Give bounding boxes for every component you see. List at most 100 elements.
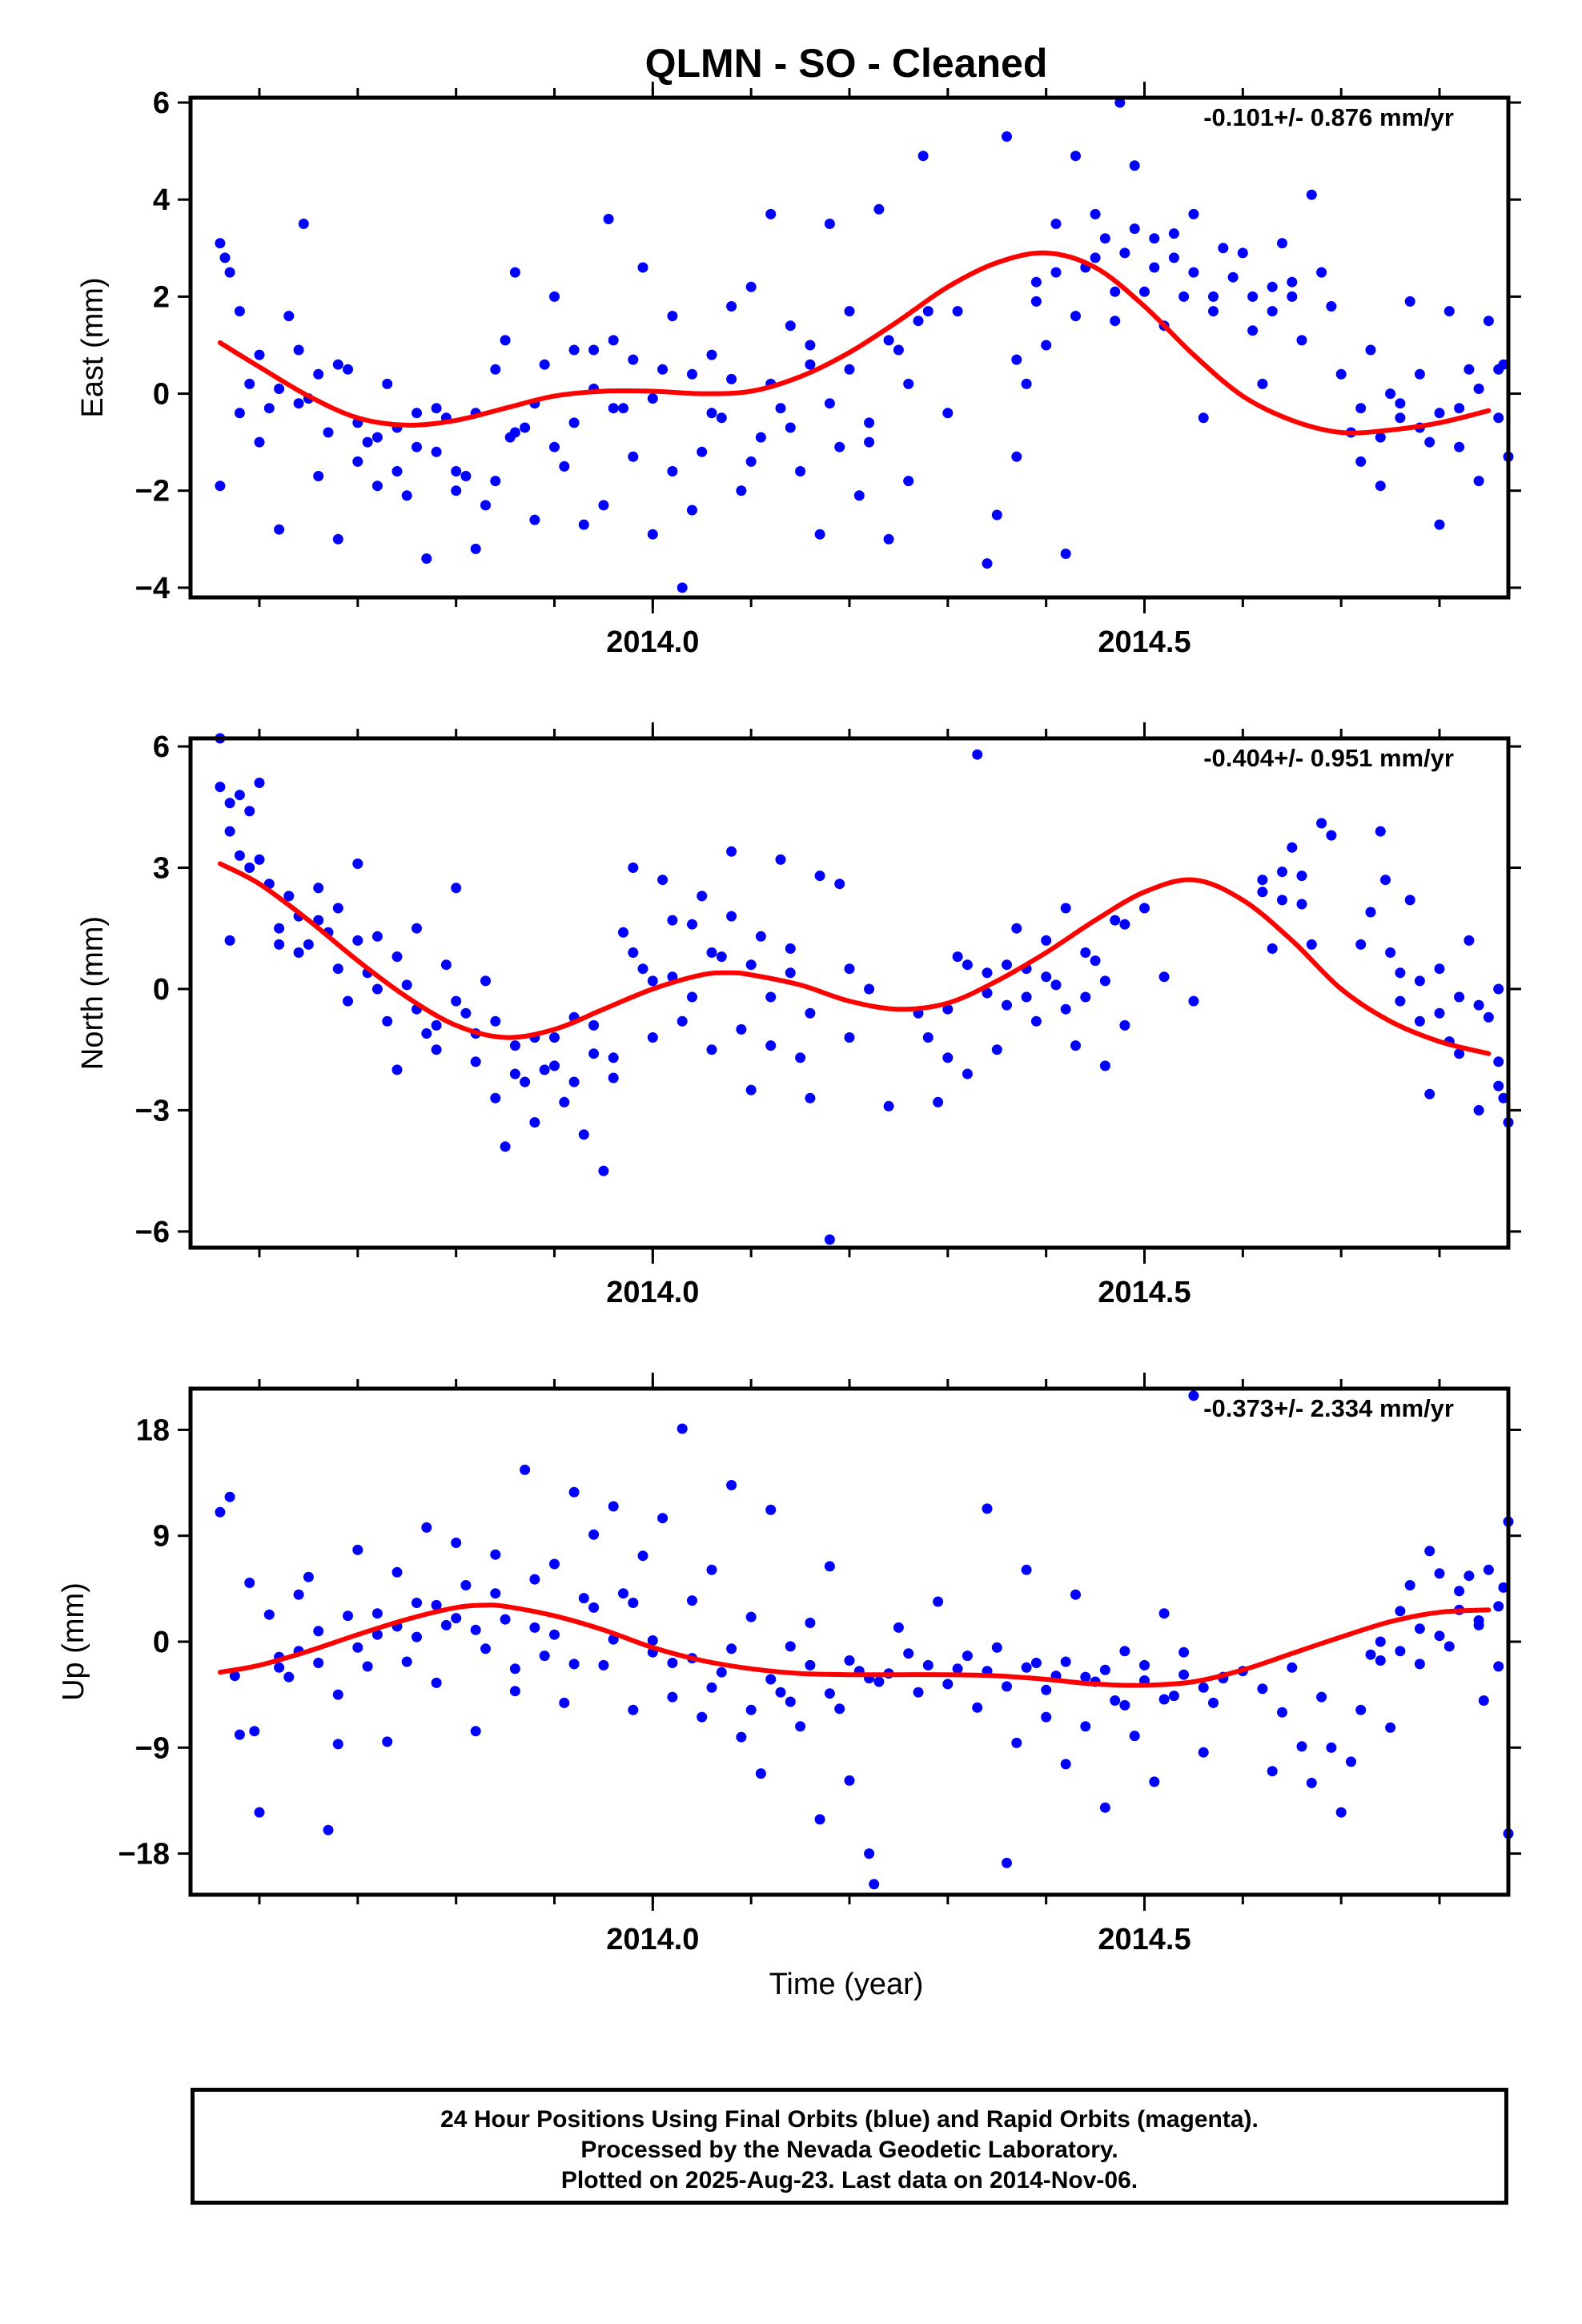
up-data-point	[1158, 1608, 1170, 1619]
east-data-point	[834, 441, 845, 452]
east-data-point	[1070, 151, 1081, 162]
east-data-point	[1277, 238, 1287, 249]
up-y-axis-label: Up (mm)	[57, 1582, 90, 1701]
north-data-point	[224, 935, 235, 946]
east-data-point	[1090, 208, 1101, 219]
up-data-point	[1178, 1647, 1190, 1658]
up-data-point	[736, 1731, 747, 1743]
up-data-point	[869, 1879, 880, 1890]
north-data-point	[706, 1044, 717, 1055]
north-y-tick-label: −6	[135, 1216, 170, 1249]
up-data-point	[1306, 1777, 1317, 1788]
up-data-point	[1277, 1707, 1287, 1718]
north-data-point	[745, 1084, 757, 1096]
up-data-point	[520, 1464, 531, 1475]
north-data-point	[1050, 979, 1062, 991]
north-y-tick-label: 0	[153, 973, 170, 1007]
north-data-point	[628, 947, 639, 958]
east-data-point	[224, 267, 235, 278]
east-data-point	[1434, 519, 1445, 530]
east-data-point	[451, 485, 462, 497]
up-y-tick-label: 0	[153, 1626, 170, 1659]
up-data-point	[578, 1593, 589, 1604]
caption-line-2: Processed by the Nevada Geodetic Laborat…	[580, 2137, 1118, 2163]
up-data-point	[1267, 1766, 1278, 1777]
north-data-point	[755, 931, 766, 942]
east-data-point	[1114, 97, 1126, 108]
north-data-point	[962, 1068, 973, 1080]
up-data-point	[982, 1503, 993, 1514]
up-panel: 2014.0 2014.5 −18 −9 0 9 18 Up (mm) -0.373+/- 2.…	[57, 1373, 1521, 1956]
north-data-point	[313, 883, 324, 894]
up-data-point	[697, 1711, 708, 1723]
north-data-point	[736, 1023, 747, 1035]
east-data-point	[873, 203, 885, 215]
north-data-point	[431, 1044, 442, 1055]
north-data-point	[1099, 1060, 1110, 1072]
north-data-point	[1434, 963, 1445, 975]
up-data-point	[480, 1643, 491, 1655]
north-data-point	[234, 790, 245, 801]
east-data-point	[814, 529, 825, 540]
up-data-point	[598, 1659, 609, 1671]
east-data-point	[991, 509, 1002, 521]
up-data-point	[529, 1574, 540, 1585]
east-data-point	[371, 480, 383, 492]
up-data-point	[745, 1611, 757, 1622]
up-data-point	[352, 1544, 363, 1555]
chart-title: QLMN - SO - Cleaned	[645, 41, 1048, 86]
east-data-point	[1355, 456, 1367, 467]
up-data-point	[215, 1506, 226, 1518]
caption-box: 24 Hour Positions Using Final Orbits (bl…	[191, 2088, 1508, 2205]
up-data-point	[1080, 1721, 1091, 1732]
north-data-point	[1375, 826, 1386, 837]
up-y-tick-label: −18	[118, 1838, 170, 1872]
north-data-point	[283, 891, 295, 902]
up-data-point	[962, 1651, 973, 1662]
north-y-tick-label: 6	[153, 730, 170, 764]
east-data-point	[254, 349, 265, 360]
up-data-point	[844, 1655, 855, 1666]
up-data-point	[234, 1729, 245, 1740]
up-data-point	[249, 1726, 260, 1737]
north-data-point	[1080, 947, 1091, 958]
up-data-point	[1316, 1691, 1327, 1703]
east-data-point	[628, 451, 639, 462]
east-data-point	[706, 408, 717, 419]
east-data-point	[795, 466, 806, 476]
up-data-point	[1375, 1655, 1386, 1666]
east-data-point	[1050, 267, 1062, 278]
up-data-point	[933, 1596, 944, 1607]
east-data-point	[412, 408, 422, 419]
east-data-point	[509, 267, 520, 278]
east-data-point	[903, 476, 914, 487]
up-data-point	[1188, 1390, 1199, 1401]
east-data-point	[745, 281, 757, 292]
north-data-point	[628, 862, 639, 873]
up-data-point	[942, 1679, 954, 1690]
up-data-point	[1296, 1741, 1307, 1752]
east-data-point	[460, 471, 472, 481]
up-x-tick-label: 2014.5	[1098, 1923, 1191, 1956]
east-data-point	[490, 476, 501, 487]
up-data-point	[667, 1691, 678, 1703]
north-data-point	[1424, 1088, 1435, 1100]
up-data-point	[588, 1529, 600, 1540]
north-data-point	[224, 826, 235, 837]
north-data-point	[726, 911, 737, 922]
east-data-point	[1168, 252, 1179, 263]
north-data-point	[1011, 923, 1022, 934]
up-data-point	[1493, 1661, 1504, 1672]
east-data-point	[401, 490, 412, 501]
north-data-point	[1454, 1048, 1465, 1059]
up-data-point	[913, 1687, 924, 1698]
north-data-point	[844, 963, 855, 975]
north-data-point	[1473, 1104, 1484, 1116]
north-data-point	[765, 991, 777, 1003]
east-data-point	[529, 514, 540, 525]
east-data-point	[1424, 436, 1435, 448]
north-data-point	[451, 883, 462, 894]
north-data-point	[1021, 991, 1032, 1003]
north-data-point	[509, 1068, 520, 1080]
